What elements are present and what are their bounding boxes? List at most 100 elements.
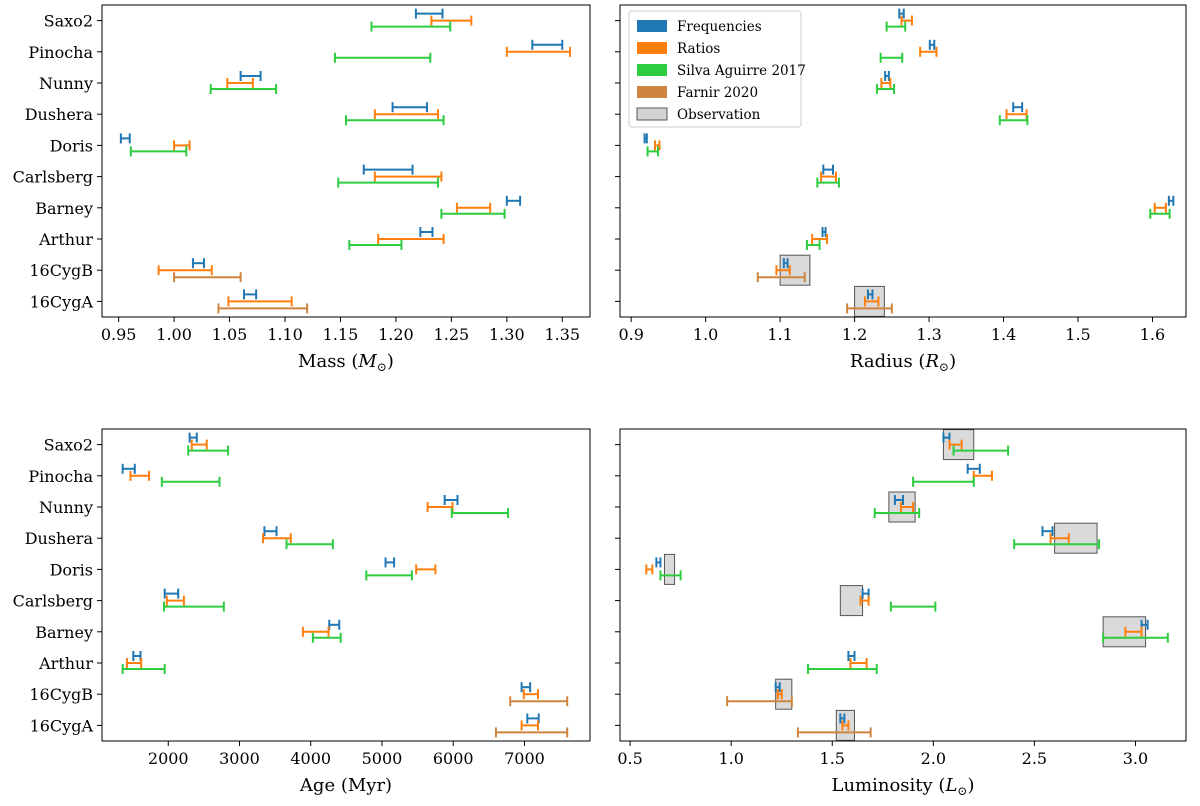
star-label-barney: Barney [35,623,93,642]
errorbar-ratios-carlsberg [859,595,870,606]
age-panel: Saxo2 Pinocha Nunny Dushera Doris Carlsberg Ba… [13,428,591,796]
errorbar-frequencies-barney [505,195,522,206]
star-label-doris: Doris [50,136,93,155]
errorbar-ratios-arthur [377,234,445,244]
observation-box-doris [663,553,676,585]
errorbar-frequencies-dushera [1041,526,1054,537]
errorbar-silva-aguirre-2017-doris [659,570,682,581]
star-label-saxo2: Saxo2 [44,12,93,31]
errorbar-farnir-2020-16cyga [796,727,872,738]
errorbar-silva-aguirre-2017-carlsberg [162,601,225,612]
errorbar-frequencies-saxo2 [898,8,905,19]
errorbar-silva-aguirre-2017-arthur [348,240,403,250]
star-label-carlsberg: Carlsberg [13,592,93,611]
errorbar-frequencies-16cyga [839,713,846,724]
star-label-16cyga: 16CygA [30,292,94,311]
plot-area [620,429,1186,741]
errorbar-silva-aguirre-2017-dushera [285,539,334,550]
errorbar-farnir-2020-16cyga [494,727,569,738]
xtick-label: 1.0 [693,325,718,344]
errorbar-farnir-2020-16cygb [726,696,793,707]
errorbar-ratios-doris [415,564,437,575]
errorbar-silva-aguirre-2017-barney [1102,632,1169,643]
errorbar-ratios-16cygb [775,265,791,276]
errorbar-ratios-16cyga [864,296,880,307]
errorbar-silva-aguirre-2017-barney [1149,208,1171,219]
errorbar-ratios-pinocha [505,46,572,57]
errorbar-frequencies-nunny [443,495,459,505]
star-label-16cygb: 16CygB [29,685,93,704]
observation-box-barney [1102,616,1147,648]
errorbar-frequencies-16cygb [520,682,532,693]
errorbar-ratios-carlsberg [165,595,185,606]
legend-swatch-farnir-2020 [637,86,667,98]
errorbar-ratios-arthur [125,658,143,668]
legend-swatch-ratios [637,42,667,54]
errorbar-frequencies-carlsberg [362,164,414,175]
errorbar-silva-aguirre-2017-barney [311,632,342,643]
errorbar-frequencies-nunny [239,71,262,81]
errorbar-frequencies-pinocha [966,463,981,474]
errorbar-silva-aguirre-2017-doris [129,146,188,157]
errorbar-ratios-arthur [811,234,829,244]
xtick-label: 3000 [219,749,260,768]
xtick-label: 3.0 [1123,749,1148,768]
xtick-label: 7000 [504,749,545,768]
observation-box-carlsberg [839,585,864,617]
errorbar-farnir-2020-16cyga [846,303,893,314]
errorbar-frequencies-pinocha [531,39,564,50]
mass-panel: Saxo2 Pinocha Nunny Dushera Doris Carlsberg Ba… [13,4,591,374]
errorbar-ratios-16cygb [157,265,213,276]
axes-frame [101,4,591,318]
errorbar-frequencies-saxo2 [188,432,198,443]
star-label-barney: Barney [35,199,93,218]
errorbar-silva-aguirre-2017-doris [365,570,413,581]
errorbar-ratios-16cygb [776,689,783,700]
errorbar-frequencies-pinocha [121,463,136,474]
legend-label-ratios: Ratios [677,41,720,57]
star-label-16cyga: 16CygA [30,716,94,735]
axes-frame [619,428,1187,742]
errorbar-ratios-pinocha [919,46,938,57]
xtick-label: 0.95 [101,325,137,344]
errorbar-frequencies-pinocha [928,39,936,50]
errorbar-ratios-nunny [226,78,254,88]
errorbar-ratios-barney [1124,626,1143,637]
x-axis-label: Age (Myr) [299,775,392,796]
legend-swatch-observation [636,107,668,121]
errorbar-ratios-pinocha [129,470,151,481]
errorbar-ratios-saxo2 [190,439,208,450]
errorbar-silva-aguirre-2017-dushera [998,115,1029,126]
star-label-nunny: Nunny [39,498,93,517]
errorbar-frequencies-saxo2 [414,8,444,19]
errorbar-silva-aguirre-2017-dushera [1013,539,1101,550]
star-label-dushera: Dushera [25,529,94,548]
errorbar-silva-aguirre-2017-carlsberg [816,177,840,188]
errorbar-silva-aguirre-2017-nunny [875,84,896,94]
star-label-pinocha: Pinocha [28,467,93,486]
star-label-arthur: Arthur [38,230,93,249]
errorbar-ratios-barney [455,202,492,213]
xtick-label: 1.0 [718,749,743,768]
legend-swatch-silva-aguirre-2017 [637,64,667,76]
errorbar-ratios-nunny [880,78,892,88]
errorbar-ratios-barney [1153,202,1167,213]
errorbar-silva-aguirre-2017-pinocha [879,52,904,63]
legend-label-farnir-2020: Farnir 2020 [677,85,758,101]
errorbar-ratios-16cyga [520,720,539,731]
errorbar-farnir-2020-16cygb [509,696,569,707]
luminosity-panel: 0.5 1.0 1.5 2.0 2.5 3.0 Luminosity (L⊙) [615,428,1187,798]
errorbar-silva-aguirre-2017-arthur [121,664,166,674]
errorbar-ratios-dushera [262,533,292,544]
errorbar-silva-aguirre-2017-pinocha [333,52,432,63]
legend-label-observation: Observation [677,107,761,123]
errorbar-ratios-barney [301,626,330,637]
axes-frame [619,4,1187,318]
errorbar-silva-aguirre-2017-carlsberg [889,601,937,612]
errorbar-silva-aguirre-2017-saxo2 [885,21,907,32]
xtick-label: 1.00 [156,325,192,344]
legend: Frequencies Ratios Silva Aguirre 2017 Farni… [628,10,806,128]
errorbar-ratios-nunny [899,502,915,512]
plot-area [102,429,590,741]
errorbar-ratios-saxo2 [430,15,473,26]
